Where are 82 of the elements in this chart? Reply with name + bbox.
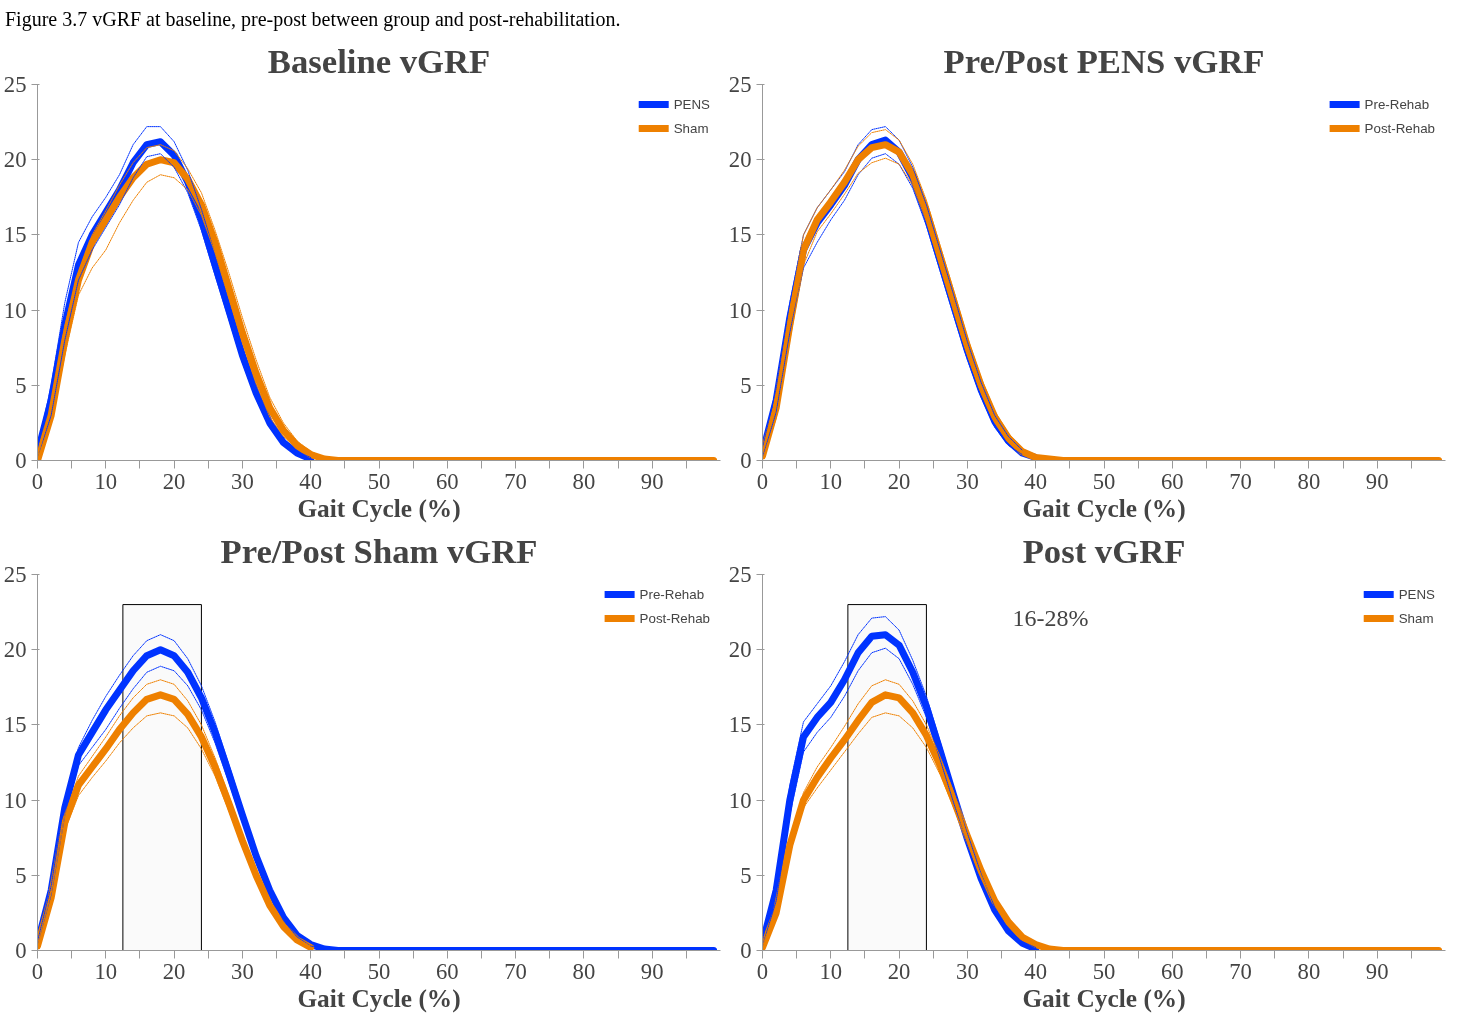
y-tick-label: 0 <box>740 938 752 963</box>
legend-label: PENS <box>673 96 710 112</box>
legend-label: Post-Rehab <box>1364 120 1435 136</box>
x-tick-label: 40 <box>299 958 323 984</box>
chart-title: Pre/Post PENS vGRF <box>943 41 1265 80</box>
x-tick-label: 10 <box>94 958 118 984</box>
x-tick-label: 20 <box>162 468 186 494</box>
y-tick-label: 25 <box>3 562 27 587</box>
x-tick-label: 60 <box>1160 468 1184 494</box>
x-tick-label: 20 <box>887 468 911 494</box>
x-tick-label: 30 <box>231 958 254 984</box>
x-tick-label: 0 <box>31 958 44 984</box>
legend-label: Sham <box>673 120 709 136</box>
y-tick-label: 15 <box>3 712 27 738</box>
x-tick-label: 10 <box>819 468 843 494</box>
chart-title: Pre/Post Sham vGRF <box>220 531 538 570</box>
y-tick-label: 5 <box>740 862 752 888</box>
y-tick-label: 15 <box>3 222 27 248</box>
x-tick-label: 80 <box>572 958 596 984</box>
y-tick-label: 20 <box>3 147 27 173</box>
y-tick-label: 25 <box>728 562 752 587</box>
x-tick-label: 50 <box>1092 958 1116 984</box>
x-tick-label: 90 <box>640 958 664 984</box>
x-tick-label: 90 <box>640 468 664 494</box>
x-tick-label: 30 <box>231 468 254 494</box>
x-tick-label: 40 <box>1024 468 1048 494</box>
x-tick-label: 70 <box>504 958 527 984</box>
x-tick-label: 30 <box>956 468 979 494</box>
x-tick-label: 80 <box>572 468 596 494</box>
x-tick-label: 10 <box>819 958 843 984</box>
x-tick-label: 70 <box>1229 958 1252 984</box>
y-tick-label: 15 <box>728 222 752 248</box>
x-tick-label: 0 <box>756 468 769 494</box>
y-tick-label: 5 <box>15 372 27 398</box>
x-tick-label: 20 <box>887 958 911 984</box>
x-tick-label: 70 <box>504 468 527 494</box>
x-tick-label: 40 <box>1024 958 1048 984</box>
x-tick-label: 90 <box>1365 958 1389 984</box>
chart-title: Post vGRF <box>1022 531 1186 570</box>
legend-label: PENS <box>1398 586 1435 602</box>
x-tick-label: 20 <box>162 958 186 984</box>
y-tick-label: 0 <box>15 938 27 963</box>
legend-label: Pre-Rehab <box>1364 96 1430 112</box>
x-tick-label: 60 <box>435 958 459 984</box>
x-tick-label: 10 <box>94 468 118 494</box>
y-tick-label: 25 <box>3 72 27 97</box>
y-tick-label: 25 <box>728 72 752 97</box>
x-tick-label: 40 <box>299 468 323 494</box>
y-tick-label: 5 <box>15 862 27 888</box>
y-tick-label: 10 <box>3 297 27 323</box>
y-tick-label: 15 <box>728 712 752 738</box>
x-tick-label: 30 <box>956 958 979 984</box>
x-tick-label: 70 <box>1229 468 1252 494</box>
x-tick-label: 80 <box>1297 958 1321 984</box>
x-tick-label: 50 <box>367 958 391 984</box>
x-tick-label: 50 <box>367 468 391 494</box>
y-tick-label: 10 <box>728 787 752 813</box>
legend-label: Pre-Rehab <box>639 586 705 602</box>
x-tick-label: 0 <box>31 468 44 494</box>
annotation: 16-28% <box>1012 604 1089 631</box>
x-axis-title: Gait Cycle (%) <box>297 493 461 523</box>
x-tick-label: 80 <box>1297 468 1321 494</box>
y-tick-label: 10 <box>3 787 27 813</box>
y-tick-label: 0 <box>740 448 752 473</box>
x-tick-label: 60 <box>1160 958 1184 984</box>
y-tick-label: 0 <box>15 448 27 473</box>
legend-label: Post-Rehab <box>639 610 710 626</box>
x-axis-title: Gait Cycle (%) <box>1022 983 1186 1013</box>
legend-label: Sham <box>1398 610 1434 626</box>
x-axis-title: Gait Cycle (%) <box>297 983 461 1013</box>
y-tick-label: 20 <box>728 147 752 173</box>
y-tick-label: 20 <box>728 637 752 663</box>
y-tick-label: 10 <box>728 297 752 323</box>
x-tick-label: 60 <box>435 468 459 494</box>
y-tick-label: 20 <box>3 637 27 663</box>
caption: Figure 3.7 vGRF at baseline, pre-post between group and post-rehabilitation. <box>5 7 621 33</box>
chart-title: Baseline vGRF <box>267 41 491 80</box>
x-axis-title: Gait Cycle (%) <box>1022 493 1186 523</box>
y-tick-label: 5 <box>740 372 752 398</box>
x-tick-label: 0 <box>756 958 769 984</box>
x-tick-label: 90 <box>1365 468 1389 494</box>
x-tick-label: 50 <box>1092 468 1116 494</box>
